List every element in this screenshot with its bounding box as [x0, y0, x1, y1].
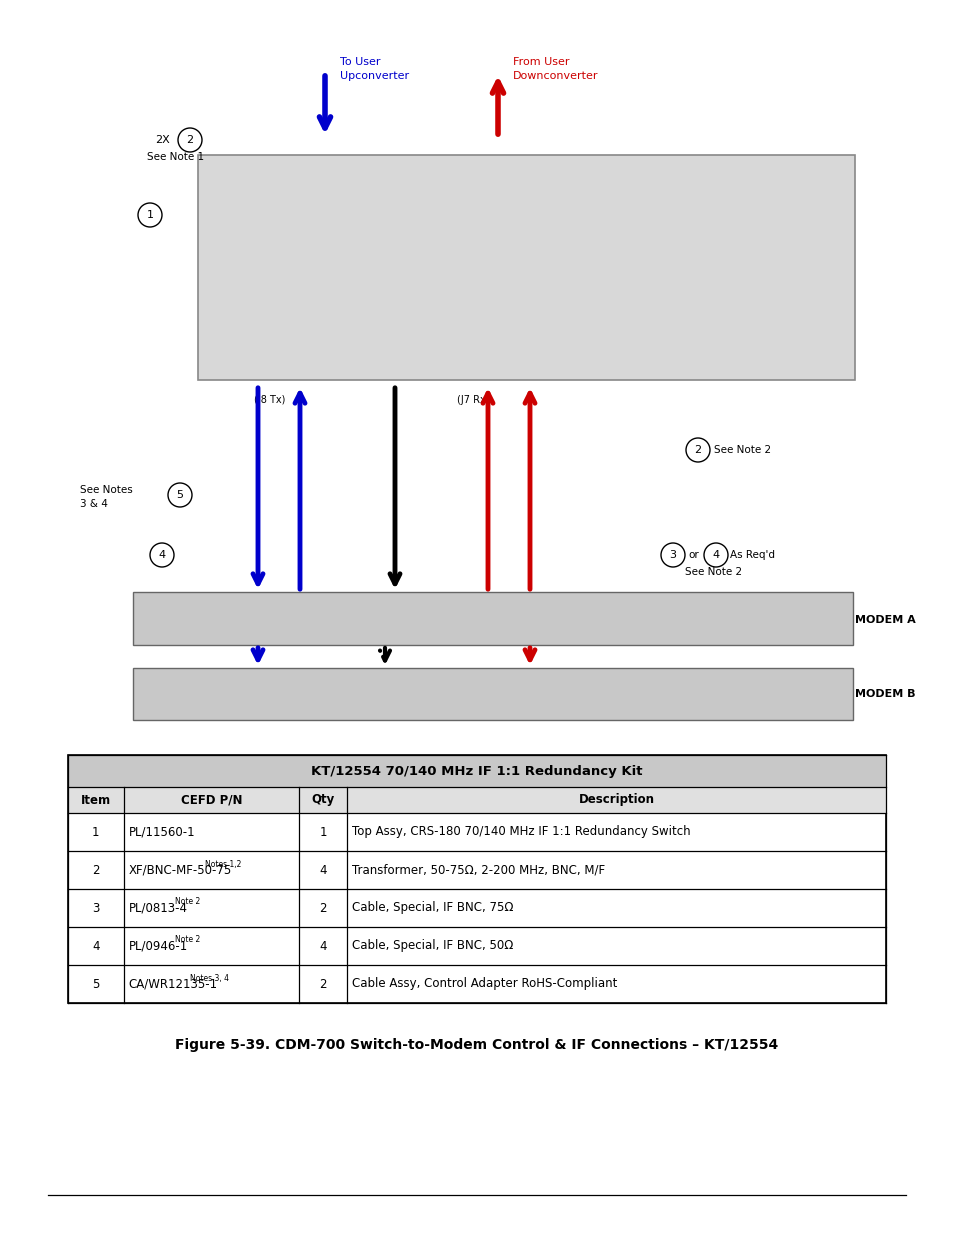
Text: 2: 2: [319, 902, 327, 914]
Text: 2X: 2X: [155, 135, 170, 144]
Text: From User: From User: [513, 57, 569, 67]
Text: Cable, Special, IF BNC, 50Ω: Cable, Special, IF BNC, 50Ω: [352, 940, 513, 952]
Text: Top Assy, CRS-180 70/140 MHz IF 1:1 Redundancy Switch: Top Assy, CRS-180 70/140 MHz IF 1:1 Redu…: [352, 825, 690, 839]
Text: 2: 2: [694, 445, 700, 454]
Text: Note 2: Note 2: [174, 935, 199, 945]
Bar: [132, 668, 852, 720]
Text: Qty: Qty: [312, 794, 335, 806]
Text: 3: 3: [92, 902, 99, 914]
Bar: [68, 787, 885, 813]
Bar: [68, 755, 885, 787]
Text: Notes 1,2: Notes 1,2: [205, 860, 241, 868]
Text: Cable Assy, Control Adapter RoHS-Compliant: Cable Assy, Control Adapter RoHS-Complia…: [352, 977, 617, 990]
Text: MODEM B: MODEM B: [854, 689, 915, 699]
Text: PL/0946-1: PL/0946-1: [129, 940, 188, 952]
Text: 3 & 4: 3 & 4: [80, 499, 108, 509]
Text: See Note 2: See Note 2: [684, 567, 741, 577]
Text: 2: 2: [319, 977, 327, 990]
Text: XF/BNC-MF-50-75: XF/BNC-MF-50-75: [129, 863, 232, 877]
Text: As Req'd: As Req'd: [729, 550, 774, 559]
Text: 4: 4: [319, 863, 327, 877]
Text: Figure 5-39. CDM-700 Switch-to-Modem Control & IF Connections – KT/12554: Figure 5-39. CDM-700 Switch-to-Modem Con…: [175, 1037, 778, 1052]
Text: PL/0813-4: PL/0813-4: [129, 902, 188, 914]
Text: 3: 3: [669, 550, 676, 559]
Text: See Note 1: See Note 1: [147, 152, 204, 162]
Text: 4: 4: [712, 550, 719, 559]
Bar: [132, 592, 852, 645]
Text: MODEM A: MODEM A: [854, 615, 915, 625]
Text: PL/11560-1: PL/11560-1: [129, 825, 195, 839]
Bar: [68, 755, 885, 1003]
Text: See Note 2: See Note 2: [713, 445, 770, 454]
Text: 4: 4: [158, 550, 166, 559]
Text: To User: To User: [339, 57, 380, 67]
Text: 5: 5: [176, 490, 183, 500]
Text: 1: 1: [147, 210, 153, 220]
Text: See Notes: See Notes: [80, 485, 132, 495]
Text: Notes 3, 4: Notes 3, 4: [190, 973, 229, 983]
Text: 1: 1: [92, 825, 99, 839]
Text: 2: 2: [186, 135, 193, 144]
Text: 4: 4: [92, 940, 99, 952]
Text: (J8 Tx): (J8 Tx): [254, 395, 285, 405]
Text: Transformer, 50-75Ω, 2-200 MHz, BNC, M/F: Transformer, 50-75Ω, 2-200 MHz, BNC, M/F: [352, 863, 604, 877]
Text: Description: Description: [578, 794, 654, 806]
Text: CEFD P/N: CEFD P/N: [181, 794, 242, 806]
Text: Note 2: Note 2: [174, 898, 199, 906]
Text: 5: 5: [92, 977, 99, 990]
Text: KT/12554 70/140 MHz IF 1:1 Redundancy Kit: KT/12554 70/140 MHz IF 1:1 Redundancy Ki…: [311, 764, 642, 778]
Text: 4: 4: [319, 940, 327, 952]
Text: CA/WR12135-1: CA/WR12135-1: [129, 977, 217, 990]
Text: Upconverter: Upconverter: [339, 70, 409, 82]
Text: Cable, Special, IF BNC, 75Ω: Cable, Special, IF BNC, 75Ω: [352, 902, 513, 914]
Text: 2: 2: [92, 863, 99, 877]
Text: Item: Item: [81, 794, 111, 806]
Text: 1: 1: [319, 825, 327, 839]
Bar: [198, 156, 854, 380]
Text: Downconverter: Downconverter: [513, 70, 598, 82]
Text: or: or: [687, 550, 698, 559]
Text: (J7 Rx): (J7 Rx): [456, 395, 489, 405]
